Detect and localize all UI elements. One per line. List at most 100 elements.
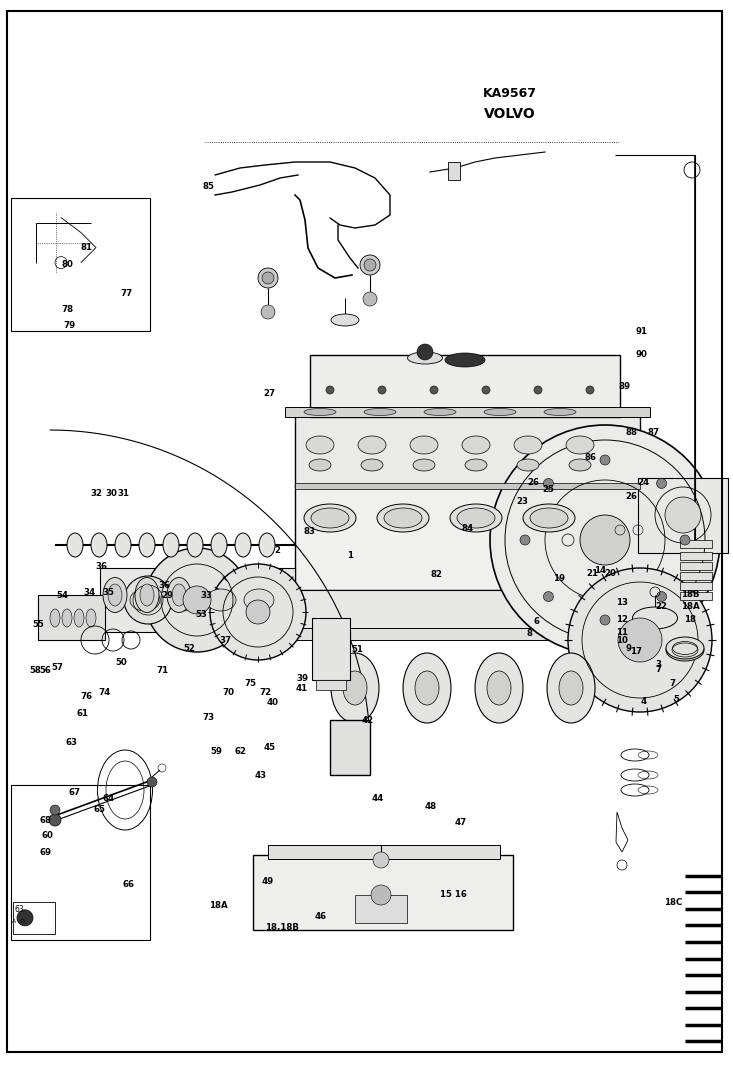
Ellipse shape <box>235 533 251 557</box>
Bar <box>13 901 55 933</box>
Ellipse shape <box>86 609 96 627</box>
Text: 6: 6 <box>534 617 539 626</box>
Ellipse shape <box>484 408 516 415</box>
Bar <box>310 355 620 417</box>
Text: 10: 10 <box>616 637 627 645</box>
Ellipse shape <box>91 533 107 557</box>
Ellipse shape <box>135 578 159 613</box>
Bar <box>253 855 513 930</box>
Circle shape <box>482 386 490 394</box>
Circle shape <box>326 386 334 394</box>
Text: 88: 88 <box>626 428 638 437</box>
Text: 90: 90 <box>636 350 647 359</box>
Text: 4: 4 <box>641 697 647 706</box>
Text: 52: 52 <box>183 644 195 653</box>
Text: 73: 73 <box>203 713 215 722</box>
Ellipse shape <box>457 508 495 528</box>
Ellipse shape <box>377 504 429 532</box>
Text: 69: 69 <box>40 848 51 857</box>
Ellipse shape <box>424 408 456 415</box>
Bar <box>638 478 728 553</box>
Ellipse shape <box>666 637 704 659</box>
Ellipse shape <box>361 459 383 471</box>
Circle shape <box>246 600 270 624</box>
Text: 12: 12 <box>616 615 627 624</box>
Bar <box>355 895 407 923</box>
Ellipse shape <box>259 533 275 557</box>
Ellipse shape <box>304 408 336 415</box>
Text: 14: 14 <box>594 566 605 575</box>
Bar <box>295 483 640 489</box>
Ellipse shape <box>309 459 331 471</box>
Ellipse shape <box>364 408 396 415</box>
Text: 56: 56 <box>40 666 51 675</box>
Text: 41: 41 <box>296 685 308 693</box>
Text: 3: 3 <box>655 660 661 669</box>
Ellipse shape <box>74 609 84 627</box>
Text: 76: 76 <box>81 692 92 701</box>
Circle shape <box>568 568 712 712</box>
Circle shape <box>258 268 278 288</box>
Ellipse shape <box>487 671 511 705</box>
Text: 49: 49 <box>262 877 273 885</box>
Circle shape <box>657 478 666 488</box>
Ellipse shape <box>140 584 154 606</box>
Text: 8: 8 <box>526 629 532 638</box>
Ellipse shape <box>566 436 594 454</box>
Circle shape <box>124 576 172 624</box>
Text: 40: 40 <box>267 698 279 707</box>
Text: 85: 85 <box>203 183 215 191</box>
Ellipse shape <box>304 504 356 532</box>
Ellipse shape <box>450 504 502 532</box>
Ellipse shape <box>547 653 595 723</box>
Circle shape <box>580 515 630 565</box>
Text: 20: 20 <box>604 569 616 578</box>
Bar <box>330 720 370 775</box>
Text: 61: 61 <box>76 709 88 718</box>
Text: 42: 42 <box>362 717 374 725</box>
Text: 70: 70 <box>223 688 235 696</box>
Bar <box>680 562 712 570</box>
Text: 26: 26 <box>626 492 638 501</box>
Text: 31: 31 <box>117 489 129 498</box>
Text: 87: 87 <box>648 428 660 437</box>
Text: 46: 46 <box>315 912 327 921</box>
Circle shape <box>490 425 720 655</box>
Text: 21: 21 <box>586 569 598 578</box>
Text: 17: 17 <box>630 647 642 656</box>
Circle shape <box>378 386 386 394</box>
Ellipse shape <box>523 504 575 532</box>
Circle shape <box>417 344 433 360</box>
Circle shape <box>145 548 249 651</box>
Ellipse shape <box>633 607 677 629</box>
Bar <box>11 785 150 940</box>
Text: 48: 48 <box>425 802 437 811</box>
Circle shape <box>360 255 380 274</box>
Text: 18C: 18C <box>664 898 682 907</box>
Text: 44: 44 <box>372 795 383 803</box>
Ellipse shape <box>410 436 438 454</box>
Text: 74: 74 <box>98 688 110 696</box>
Ellipse shape <box>569 459 591 471</box>
Text: 63: 63 <box>14 906 24 914</box>
Circle shape <box>657 592 666 601</box>
Text: 53: 53 <box>196 610 207 618</box>
Bar <box>680 572 712 580</box>
Text: 66: 66 <box>122 880 134 889</box>
Text: 45: 45 <box>264 743 276 752</box>
Ellipse shape <box>108 584 122 606</box>
Text: 26: 26 <box>528 478 539 487</box>
Text: 65: 65 <box>93 805 105 814</box>
Text: 91: 91 <box>636 327 647 335</box>
Text: 39: 39 <box>296 674 308 682</box>
Text: 68: 68 <box>40 816 51 824</box>
Bar <box>295 415 640 487</box>
Ellipse shape <box>331 314 359 326</box>
Text: 29: 29 <box>161 592 173 600</box>
Ellipse shape <box>67 533 83 557</box>
Circle shape <box>210 564 306 660</box>
Text: 64: 64 <box>103 795 114 803</box>
Circle shape <box>183 586 211 614</box>
Circle shape <box>50 805 60 815</box>
Circle shape <box>543 478 553 488</box>
